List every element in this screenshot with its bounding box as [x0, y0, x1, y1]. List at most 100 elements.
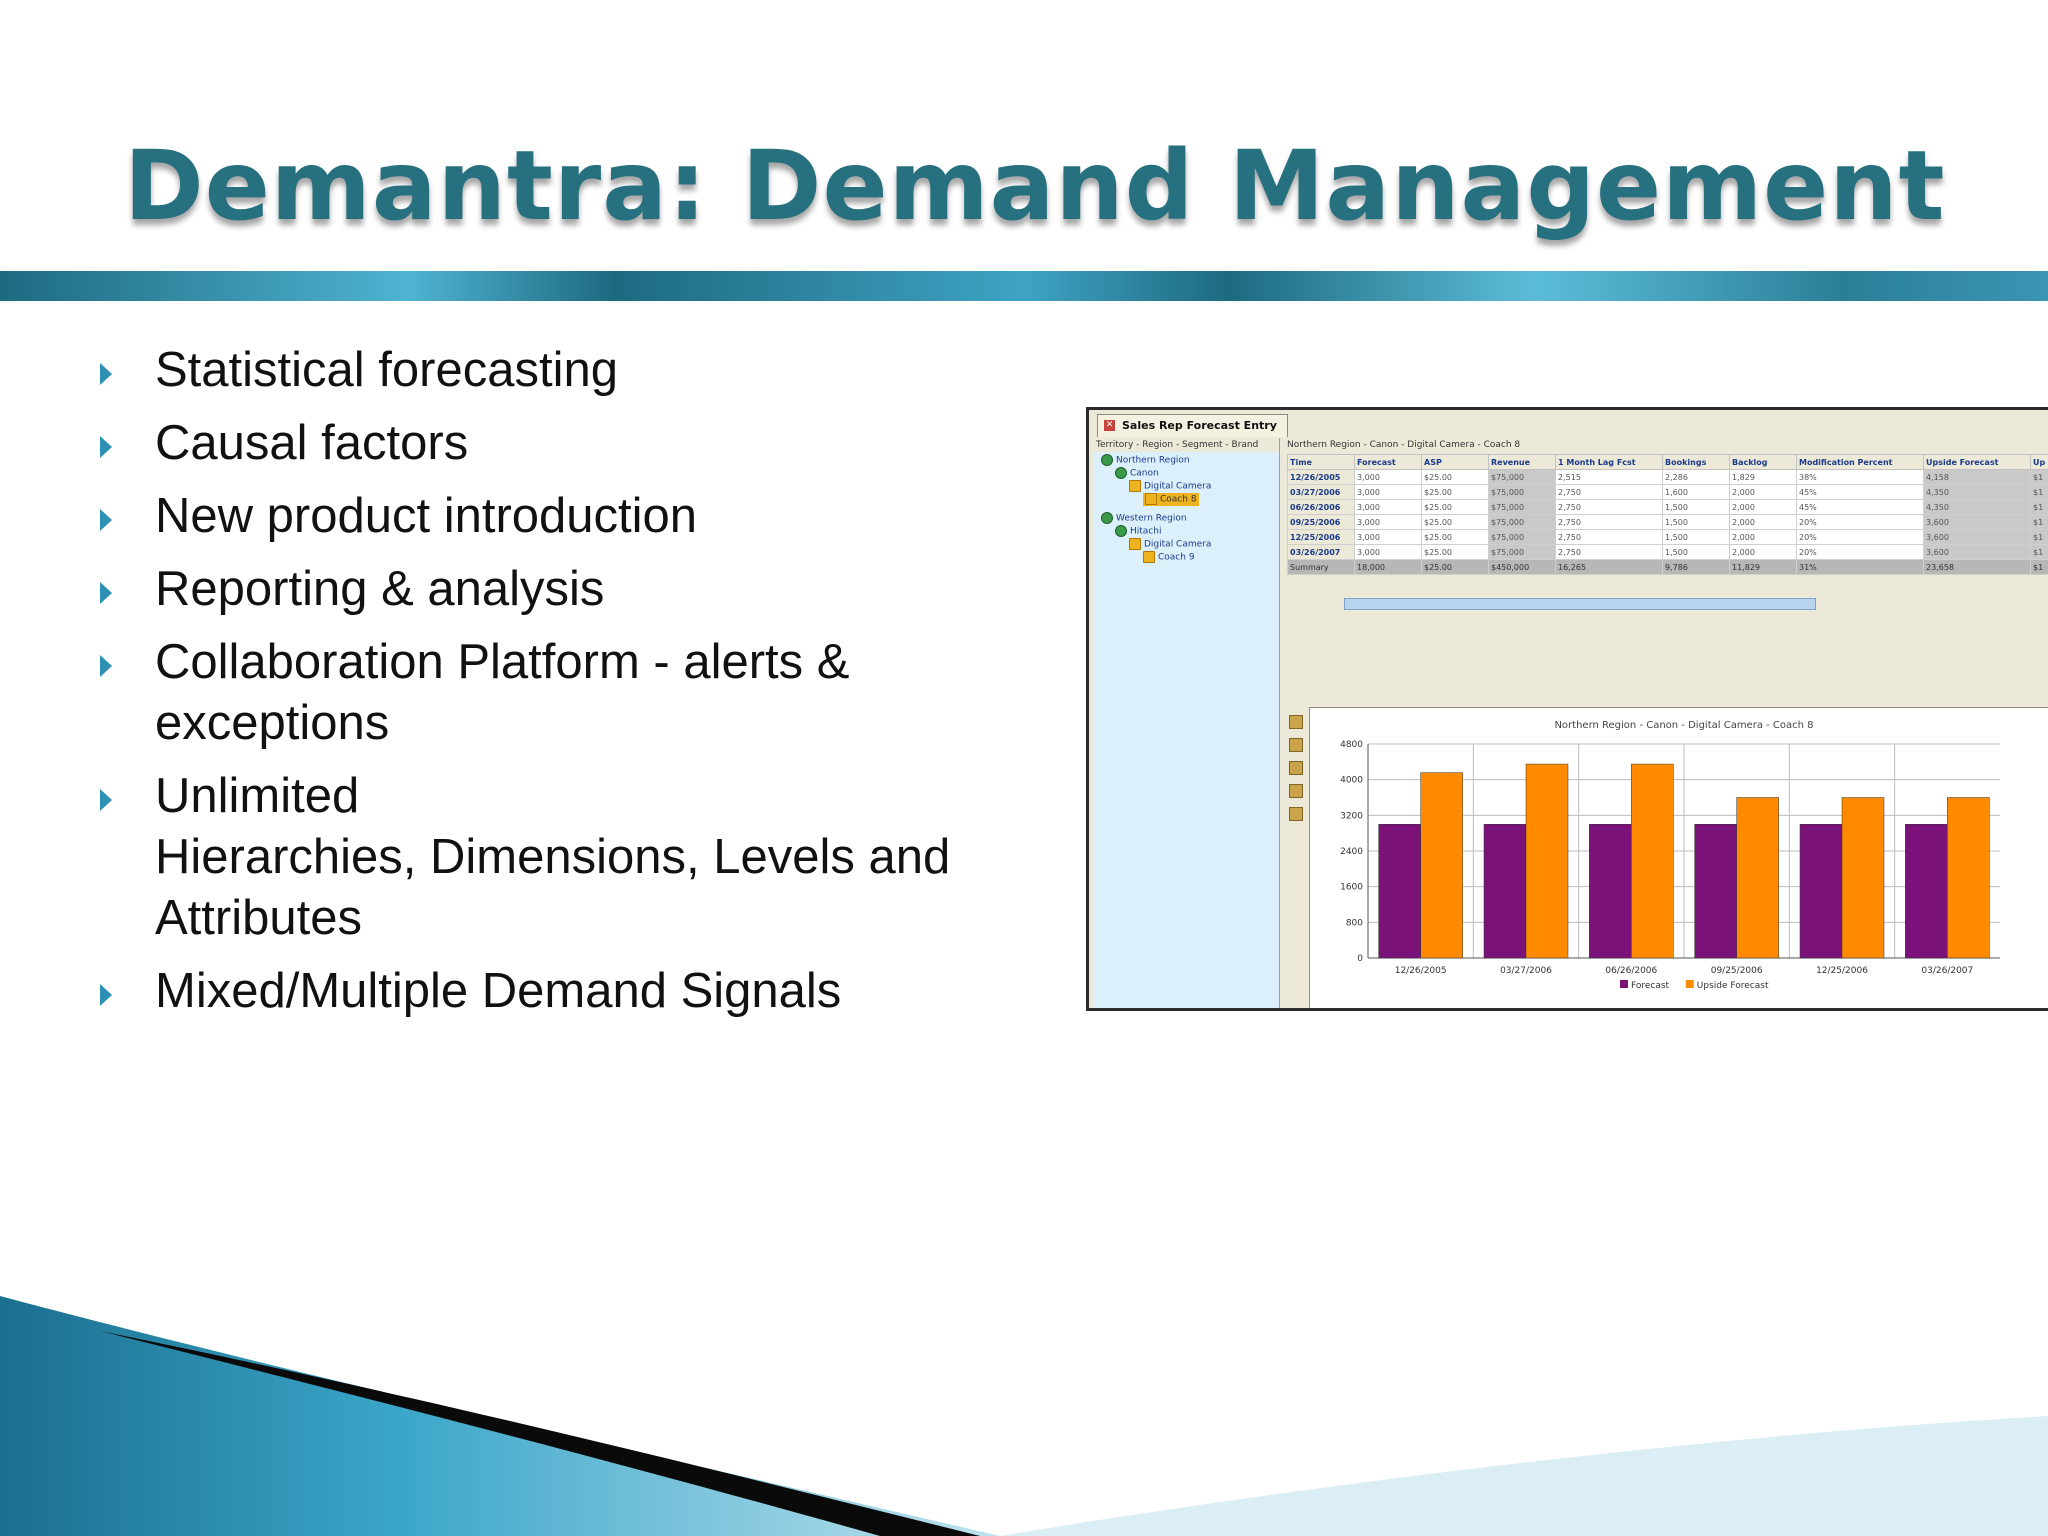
grid-cell[interactable]: $25.00 — [1421, 514, 1489, 530]
summary-cell: 16,265 — [1555, 559, 1663, 575]
grid-cell[interactable]: 2,000 — [1729, 544, 1797, 560]
grid-column-header[interactable]: Modification Percent — [1796, 454, 1924, 470]
tree-node[interactable]: Digital Camera — [1129, 538, 1211, 551]
grid-cell[interactable]: $25.00 — [1421, 484, 1489, 500]
summary-row: Summary 18,000 $25.00 $450,000 16,265 9,786 11… — [1287, 559, 2048, 575]
grid-cell[interactable]: 4,158 — [1923, 469, 2031, 485]
grid-title: Northern Region - Canon - Digital Camera… — [1287, 440, 1521, 450]
grid-cell[interactable]: 45% — [1796, 484, 1924, 500]
grid-cell[interactable]: 3,600 — [1923, 544, 2031, 560]
grid-cell[interactable]: 20% — [1796, 529, 1924, 545]
grid-cell[interactable]: 1,600 — [1662, 484, 1730, 500]
bullet-item: New product introduction — [98, 486, 1038, 547]
grid-column-header[interactable]: Bookings — [1662, 454, 1730, 470]
grid-column-header[interactable]: ASP — [1421, 454, 1489, 470]
chart-export-icon[interactable] — [1289, 807, 1303, 821]
grid-cell[interactable]: 3,600 — [1923, 514, 2031, 530]
grid-cell[interactable]: 2,000 — [1729, 529, 1797, 545]
grid-cell[interactable]: $1 — [2030, 499, 2048, 515]
grid-cell[interactable]: $25.00 — [1421, 544, 1489, 560]
chart-legend-icon[interactable] — [1289, 784, 1303, 798]
tree-node[interactable]: Western Region — [1101, 512, 1187, 525]
y-tick-label: 1600 — [1340, 883, 1363, 893]
bullet-text: Reporting & analysis — [155, 562, 605, 616]
grid-cell[interactable]: 3,000 — [1354, 544, 1422, 560]
grid-cell[interactable]: $25.00 — [1421, 499, 1489, 515]
grid-cell[interactable]: 2,750 — [1555, 529, 1663, 545]
grid-cell[interactable]: $75,000 — [1488, 469, 1556, 485]
grid-cell[interactable]: 1,829 — [1729, 469, 1797, 485]
table-row: 03/26/2007 3,000 $25.00 $75,000 2,750 1,500 2,… — [1287, 544, 2048, 560]
grid-cell[interactable]: 2,750 — [1555, 514, 1663, 530]
grid-column-header[interactable]: Backlog — [1729, 454, 1797, 470]
tree-node[interactable]: Northern Region — [1101, 454, 1190, 467]
bar-forecast — [1378, 824, 1421, 959]
grid-cell[interactable]: 2,000 — [1729, 499, 1797, 515]
grid-cell[interactable]: 2,000 — [1729, 484, 1797, 500]
grid-cell[interactable]: 2,750 — [1555, 499, 1663, 515]
grid-cell[interactable]: $75,000 — [1488, 529, 1556, 545]
grid-cell[interactable]: 3,000 — [1354, 484, 1422, 500]
grid-cell[interactable]: $75,000 — [1488, 499, 1556, 515]
grid-cell[interactable]: 4,350 — [1923, 499, 2031, 515]
globe-icon — [1115, 467, 1127, 479]
y-tick-label: 0 — [1357, 954, 1363, 964]
grid-cell[interactable]: 3,000 — [1354, 469, 1422, 485]
grid-column-header[interactable]: Time — [1287, 454, 1355, 470]
x-tick-label: 03/27/2006 — [1500, 966, 1552, 976]
grid-column-header[interactable]: 1 Month Lag Fcst — [1555, 454, 1663, 470]
grid-column-header[interactable]: Forecast — [1354, 454, 1422, 470]
grid-cell[interactable]: $25.00 — [1421, 529, 1489, 545]
grid-cell[interactable]: 2,750 — [1555, 544, 1663, 560]
grid-cell[interactable]: 3,000 — [1354, 529, 1422, 545]
grid-cell[interactable]: $1 — [2030, 469, 2048, 485]
grid-cell[interactable]: 3,600 — [1923, 529, 2031, 545]
grid-cell[interactable]: 1,500 — [1662, 544, 1730, 560]
grid-cell[interactable]: 3,000 — [1354, 499, 1422, 515]
close-icon[interactable]: ✕ — [1104, 420, 1115, 431]
tree-node[interactable]: Canon — [1115, 467, 1159, 480]
tab-sales-rep-forecast-entry[interactable]: ✕ Sales Rep Forecast Entry — [1097, 414, 1288, 437]
grid-cell[interactable]: 38% — [1796, 469, 1924, 485]
grid-cell[interactable]: 45% — [1796, 499, 1924, 515]
tree-node[interactable]: Coach 9 — [1143, 551, 1195, 564]
tree-node[interactable]: Hitachi — [1115, 525, 1161, 538]
grid-cell[interactable]: 1,500 — [1662, 514, 1730, 530]
grid-cell[interactable]: 3,000 — [1354, 514, 1422, 530]
bar-forecast — [1905, 824, 1948, 959]
grid-cell[interactable]: $25.00 — [1421, 469, 1489, 485]
tree-node[interactable]: Coach 8 — [1143, 493, 1199, 506]
grid-cell[interactable]: $75,000 — [1488, 544, 1556, 560]
grid-column-header[interactable]: Upside Forecast — [1923, 454, 2031, 470]
grid-cell[interactable]: 2,286 — [1662, 469, 1730, 485]
grid-cell[interactable]: $75,000 — [1488, 484, 1556, 500]
chart-type-icon[interactable] — [1289, 715, 1303, 729]
grid-cell[interactable]: $1 — [2030, 529, 2048, 545]
table-row: 09/25/2006 3,000 $25.00 $75,000 2,750 1,500 2,… — [1287, 514, 2048, 530]
bullet-text: Collaboration Platform - alerts & — [155, 635, 850, 689]
grid-cell[interactable]: 1,500 — [1662, 499, 1730, 515]
bullet-arrow-icon — [100, 655, 112, 677]
grid-cell[interactable]: 2,515 — [1555, 469, 1663, 485]
x-tick-label: 03/26/2007 — [1921, 966, 1973, 976]
grid-cell[interactable]: 2,750 — [1555, 484, 1663, 500]
bullet-arrow-icon — [100, 582, 112, 604]
chart-data-icon[interactable] — [1289, 761, 1303, 775]
grid-cell[interactable]: 2,000 — [1729, 514, 1797, 530]
grid-cell[interactable]: $1 — [2030, 484, 2048, 500]
legend-swatch — [1620, 980, 1628, 988]
tree-node[interactable]: Digital Camera — [1129, 480, 1211, 493]
grid-cell[interactable]: 1,500 — [1662, 529, 1730, 545]
grid-cell[interactable]: 20% — [1796, 544, 1924, 560]
grid-horizontal-scrollbar[interactable] — [1344, 598, 1816, 610]
grid-cell[interactable]: $1 — [2030, 514, 2048, 530]
grid-cell[interactable]: $1 — [2030, 544, 2048, 560]
grid-column-header[interactable]: Up — [2030, 454, 2048, 470]
grid-cell[interactable]: 20% — [1796, 514, 1924, 530]
grid-cell[interactable]: $75,000 — [1488, 514, 1556, 530]
grid-column-header[interactable]: Revenue — [1488, 454, 1556, 470]
forecast-chart-svg: Northern Region - Canon - Digital Camera… — [1340, 720, 2000, 991]
chart-options-icon[interactable] — [1289, 738, 1303, 752]
grid-cell[interactable]: 4,350 — [1923, 484, 2031, 500]
globe-icon — [1101, 454, 1113, 466]
